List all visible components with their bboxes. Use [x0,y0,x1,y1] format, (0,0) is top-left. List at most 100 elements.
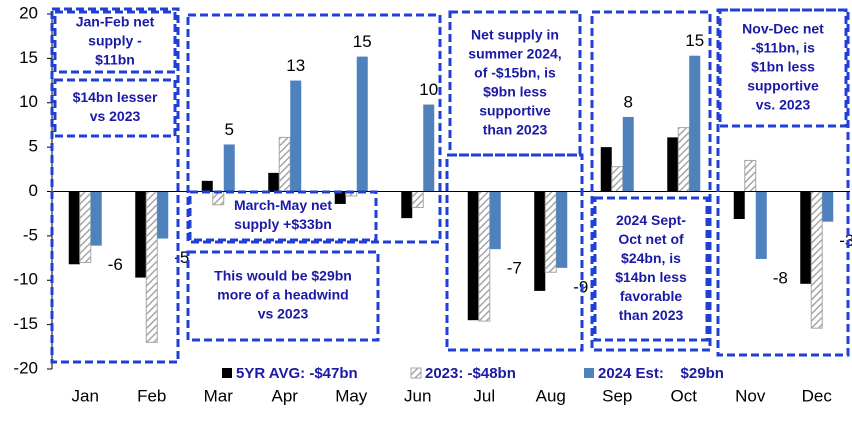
x-tick-label: Mar [204,386,234,405]
x-tick-label: Dec [802,386,833,405]
annotation-text: more of a headwind [217,287,348,303]
legend-label: 5YR AVG: -$47bn [236,365,358,382]
bar [201,180,213,192]
annotation-text: summer 2024, [468,46,561,62]
bar [689,55,701,192]
y-tick-label: 10 [19,92,38,111]
bar [800,191,812,284]
bar [544,191,557,273]
annotation-text: supply +$33bn [234,216,332,232]
bar [534,191,546,291]
data-label: -8 [773,268,788,287]
x-tick-label: Feb [137,386,166,405]
legend-swatch [584,368,594,378]
legend-label: 2023: -$48bn [425,365,516,382]
annotation-text: supportive [747,78,819,94]
data-label: 13 [286,56,305,75]
x-tick-label: Jan [72,386,99,405]
legend-label: 2024 Est: $29bn [598,365,724,382]
bar [68,191,80,265]
bar [90,191,102,246]
bar [423,104,435,192]
annotation-text: This would be $29bn [214,268,352,284]
data-label: 15 [353,32,372,51]
data-label: -7 [507,259,522,278]
legend-swatch [222,368,232,378]
annotation-box [593,196,709,342]
annotation-frame [186,13,442,244]
data-label: 10 [419,80,438,99]
bar [822,191,834,222]
legend-swatch [410,367,422,379]
annotation-text: -$11bn, is [751,40,815,56]
y-tick-label: 0 [29,181,38,200]
annotation-text: than 2023 [619,307,684,323]
annotation-box [53,78,177,138]
y-tick-label: 5 [29,137,38,156]
data-label: 8 [624,92,633,111]
annotation-text: Nov-Dec net [742,21,824,37]
annotation-box [718,8,848,128]
annotation-text: Oct net of [618,231,684,247]
bar [467,191,479,321]
bar [600,147,612,192]
annotation-text: vs. 2023 [756,97,811,113]
annotation-text: Jan-Feb net [76,14,155,30]
bar [556,191,568,268]
annotation-text: March-May net [234,197,332,213]
bar [135,191,147,278]
bar [489,191,501,250]
bar [157,191,169,239]
annotation-text: $9bn less [483,84,547,100]
bar [667,137,679,192]
annotation-text: $14bn lesser [73,89,158,105]
bar [268,172,280,192]
bar [278,136,291,193]
x-tick-label: Apr [272,386,299,405]
y-tick-label: -20 [13,358,38,377]
annotation-text: $11bn [95,52,135,68]
annotation-text: favorable [620,288,682,304]
y-tick-label: -15 [13,314,38,333]
y-tick-label: -10 [13,270,38,289]
bar [401,191,413,219]
annotation-box [448,10,582,157]
annotation-box [53,10,177,74]
x-tick-label: Nov [735,386,766,405]
x-tick-label: Sep [602,386,632,405]
annotation-text: $1bn less [751,59,815,75]
annotation-text: vs 2023 [258,306,309,322]
y-tick-label: 15 [19,48,38,67]
data-label: -3 [839,231,852,250]
annotation-text: supply - [88,33,142,49]
bar [810,191,823,329]
annotation-text: Net supply in [471,27,559,43]
bar [478,191,491,322]
annotation-text: $24bn, is [621,250,681,266]
data-label: -6 [108,255,123,274]
bar [79,191,92,263]
data-label: 5 [225,120,234,139]
bar [622,116,634,192]
bar [755,191,767,259]
bar [145,191,158,343]
annotation-text: of -$15bn, is [474,65,556,81]
bar [223,144,235,192]
x-tick-label: May [335,386,368,405]
annotation-text: 2024 Sept- [616,212,686,228]
bar [733,191,745,220]
bar [744,159,757,192]
annotation-text: than 2023 [483,122,548,138]
x-tick-label: Aug [536,386,566,405]
annotation-text: $14bn less [615,269,687,285]
x-tick-label: Jul [473,386,495,405]
x-tick-label: Jun [404,386,431,405]
bar [611,166,624,192]
y-tick-label: 20 [19,3,38,22]
annotation-box [186,250,380,342]
annotation-text: vs 2023 [90,108,141,124]
bar [334,191,346,204]
bar [411,191,424,208]
x-tick-label: Oct [671,386,698,405]
